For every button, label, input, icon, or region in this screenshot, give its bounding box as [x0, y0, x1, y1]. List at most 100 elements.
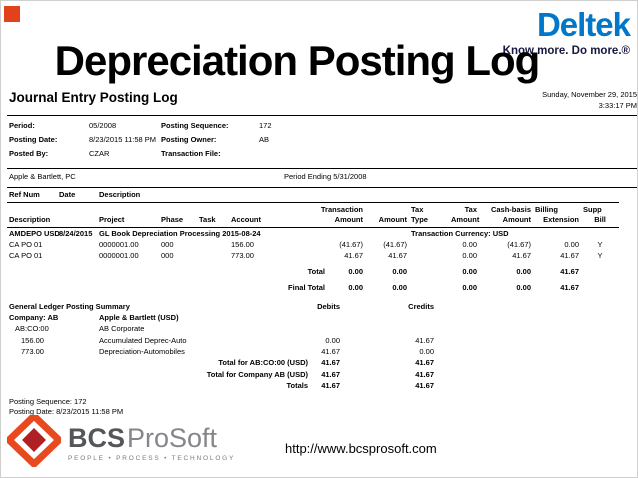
- divider: [7, 187, 637, 188]
- company-name: Apple & Bartlett, PC: [9, 171, 76, 181]
- posting-sequence-value: 172: [259, 121, 272, 130]
- transactions-table: Ref Num Date Description Transaction Tax…: [7, 188, 620, 294]
- transaction-file-label: Transaction File:: [161, 148, 221, 158]
- posting-date-label: Posting Date:: [9, 134, 58, 144]
- summary-title: General Ledger Posting Summary: [9, 301, 130, 311]
- cell-project: 0000001.00: [99, 251, 139, 261]
- col-header-tax-amount: Amount: [449, 214, 479, 228]
- col-header-phase: Phase: [159, 214, 197, 228]
- cell-supp-bill: Y: [597, 240, 603, 249]
- gl-posting-summary-table: General Ledger Posting Summary Debits Cr…: [7, 301, 619, 392]
- cell-account: 156.00: [231, 240, 254, 249]
- col-group-billing: Billing: [535, 205, 558, 215]
- txn-header-row-3: Description Project Phase Task Account A…: [7, 214, 620, 228]
- cell-tax-amount: 0.00: [462, 240, 477, 249]
- website-url: http://www.bcsprosoft.com: [285, 441, 437, 456]
- cell-project: 0000001.00: [99, 240, 139, 249]
- posting-owner-label: Posting Owner:: [161, 134, 217, 144]
- group-transaction-currency: Transaction Currency: USD: [411, 228, 509, 238]
- report-parameters: Period: 05/2008 Posting Sequence: 172 Po…: [7, 116, 637, 158]
- final-total-cash-basis-amount: 0.00: [516, 283, 531, 293]
- group-description: GL Book Depreciation Processing 2015-08-…: [99, 228, 261, 238]
- cell-billing-extension: 41.67: [560, 251, 579, 261]
- footer-posting-sequence: Posting Sequence: 172: [9, 396, 87, 406]
- posting-owner-value: AB: [259, 134, 270, 144]
- col-group-transaction: Transaction: [320, 205, 363, 215]
- report-date: Sunday, November 29, 2015: [542, 90, 637, 99]
- col-group-tax-type: Tax: [411, 205, 424, 215]
- cell-supp-bill: Y: [597, 251, 603, 261]
- posted-by-value: CZAR: [89, 148, 110, 158]
- deltek-tagline: Know more. Do more.®: [502, 45, 630, 57]
- summary-totals-debit: 41.67: [321, 381, 340, 391]
- txn-total-row: Total 0.00 0.00 0.00 0.00 41.67: [7, 262, 619, 278]
- col-group-cash-basis: Cash-basis: [490, 205, 531, 215]
- total-tax-amount: 0.00: [462, 267, 477, 277]
- cell-account: 773.00: [231, 251, 254, 261]
- summary-total-credit: 41.67: [415, 369, 434, 379]
- summary-totals-label: Totals: [286, 381, 308, 391]
- total-cash-basis-amount: 0.00: [516, 267, 531, 277]
- col-header-tax-type: Type: [409, 214, 449, 228]
- col-header-billing-extension: Extension: [533, 214, 581, 228]
- divider: [7, 168, 637, 170]
- cell-txn-amount: 41.67: [344, 251, 363, 261]
- summary-debit: 41.67: [321, 347, 340, 356]
- summary-account-number: 156.00: [21, 335, 44, 345]
- bcs-prosoft-logo: BCSProSoft PEOPLE • PROCESS • TECHNOLOGY: [3, 411, 236, 472]
- bcs-tagline: PEOPLE • PROCESS • TECHNOLOGY: [68, 455, 236, 462]
- col-header-description: Description: [7, 214, 97, 228]
- cell-cash-basis-amount: (41.67): [507, 240, 531, 249]
- divider: [7, 115, 637, 116]
- period-value: 05/2008: [89, 121, 117, 130]
- report-datetime: Sunday, November 29, 2015 3:33:17 PM: [542, 90, 637, 111]
- summary-total-label: Total for AB:CO:00 (USD): [218, 358, 308, 368]
- final-total-billing-extension: 41.67: [560, 283, 579, 293]
- company-line: Apple & Bartlett, PC Period Ending 5/31/…: [7, 169, 637, 183]
- summary-company-row: Company: AB Apple & Bartlett (USD): [7, 312, 619, 323]
- final-total-label: Final Total: [288, 283, 325, 293]
- summary-total-credit: 41.67: [415, 358, 434, 368]
- col-header-cash-basis-amount: Amount: [479, 214, 533, 228]
- txn-row: CA PO 01 0000001.00 000 773.00 41.67 41.…: [7, 250, 619, 261]
- txn-final-total-row: Final Total 0.00 0.00 0.00 0.00 41.67: [7, 278, 619, 294]
- summary-total-row: Total for Company AB (USD) 41.67 41.67: [7, 369, 619, 380]
- txn-header-row-1: Ref Num Date Description: [7, 188, 620, 203]
- summary-total-row: Total for AB:CO:00 (USD) 41.67 41.67: [7, 357, 619, 368]
- summary-account-name: Depreciation-Automobiles: [99, 347, 185, 356]
- deltek-logo: Deltek Know more. Do more.®: [502, 8, 631, 57]
- summary-company-code: Company: AB: [9, 312, 59, 322]
- report-time: 3:33:17 PM: [598, 100, 637, 110]
- bcs-wordmark-bold: BCS: [68, 423, 126, 453]
- cell-description: CA PO 01: [9, 240, 43, 249]
- group-date: 8/24/2015: [59, 228, 93, 238]
- summary-org-code: AB:CO:00: [15, 324, 49, 334]
- final-total-amount: 0.00: [392, 283, 407, 293]
- col-header-account: Account: [229, 214, 269, 228]
- cell-tax-type: [409, 239, 449, 250]
- cell-billing-extension: 0.00: [564, 240, 579, 249]
- cell-task: [197, 239, 229, 250]
- cell-amount: 41.67: [388, 251, 407, 261]
- summary-debit: 0.00: [325, 335, 340, 345]
- col-header-date: Date: [57, 188, 97, 203]
- col-header-amount: Amount: [365, 214, 409, 228]
- total-amount: 0.00: [392, 267, 407, 277]
- bcs-logo-mark-icon: [3, 411, 65, 472]
- corner-accent-square: [4, 6, 20, 22]
- cell-tax-type: [409, 250, 449, 261]
- bcs-wordmark-light: ProSoft: [127, 423, 218, 453]
- summary-company-name: Apple & Bartlett (USD): [99, 312, 179, 322]
- summary-account-number: 773.00: [21, 347, 44, 356]
- cell-tax-amount: 0.00: [462, 251, 477, 261]
- cell-description: CA PO 01: [9, 251, 43, 261]
- cell-cash-basis-amount: 41.67: [512, 251, 531, 261]
- footer-posting-date: Posting Date: 8/23/2015 11:58 PM: [9, 407, 124, 417]
- bcs-logo-text: BCSProSoft PEOPLE • PROCESS • TECHNOLOGY: [68, 423, 236, 463]
- summary-org-name: AB Corporate: [99, 324, 145, 334]
- total-label: Total: [307, 267, 325, 277]
- col-header-task: Task: [197, 214, 229, 228]
- col-header-description-group: Description: [97, 188, 620, 203]
- report-header: Journal Entry Posting Log Sunday, Novemb…: [7, 85, 637, 111]
